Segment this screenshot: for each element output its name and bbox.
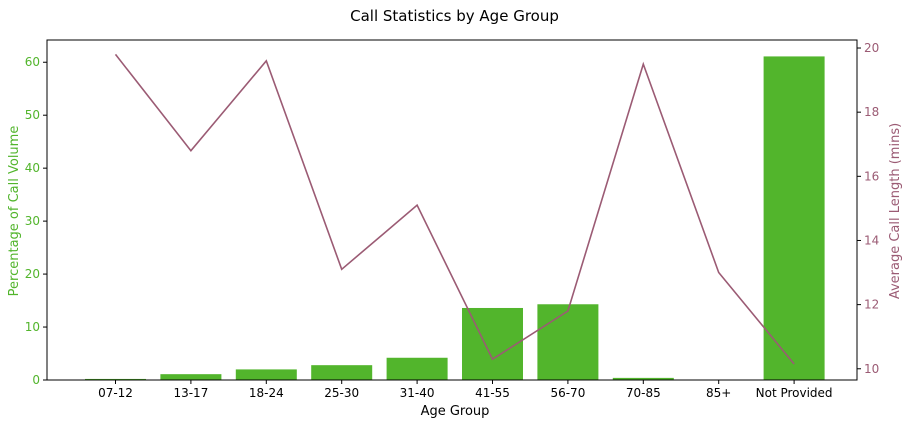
left-y-tick-label: 20 [25,267,40,281]
bar [85,378,146,380]
left-y-tick-label: 0 [32,373,40,387]
left-y-tick-label: 10 [25,320,40,334]
x-tick-label: 18-24 [249,386,284,400]
bars-layer [85,56,825,380]
bar [763,56,825,380]
x-tick-label: 13-17 [173,386,208,400]
left-y-tick-label: 50 [25,108,40,122]
x-axis: 07-12 13-17 18-24 25-30 31-40 41-55 56-70 70-85… [98,380,833,400]
plot-frame [46,39,858,381]
chart-title: Call Statistics by Age Group [350,7,559,25]
left-y-tick-label: 60 [25,55,40,69]
right-y-tick-label: 18 [864,105,879,119]
x-tick-label: 07-12 [98,386,133,400]
bar [311,365,373,380]
right-y-axis-label: Average Call Length (mins) [888,123,903,299]
bar [235,369,297,380]
left-y-axis: 0 10 20 30 40 50 60 [25,55,47,387]
x-tick-label: 56-70 [550,386,585,400]
right-y-tick-label: 10 [864,362,879,376]
line-series [114,53,795,365]
bar [537,304,599,380]
bar [160,374,222,380]
left-y-axis-label: Percentage of Call Volume [7,126,22,297]
x-tick-label: 41-55 [475,386,510,400]
x-tick-label: 25-30 [324,386,359,400]
x-axis-label: Age Group [421,404,490,419]
left-y-tick-label: 30 [25,214,40,228]
line-layer [114,53,795,365]
x-tick-label: Not Provided [756,386,833,400]
bar [612,377,674,380]
left-y-tick-label: 40 [25,161,40,175]
right-y-tick-label: 12 [864,298,879,312]
x-tick-label: 85+ [706,386,731,400]
right-y-axis: 10 12 14 16 18 20 [857,41,879,376]
bar [386,357,448,380]
bar [462,307,523,380]
right-y-tick-label: 20 [864,41,879,55]
right-y-tick-label: 16 [864,169,879,183]
right-y-tick-label: 14 [864,233,879,247]
x-tick-label: 70-85 [626,386,661,400]
x-tick-label: 31-40 [400,386,435,400]
